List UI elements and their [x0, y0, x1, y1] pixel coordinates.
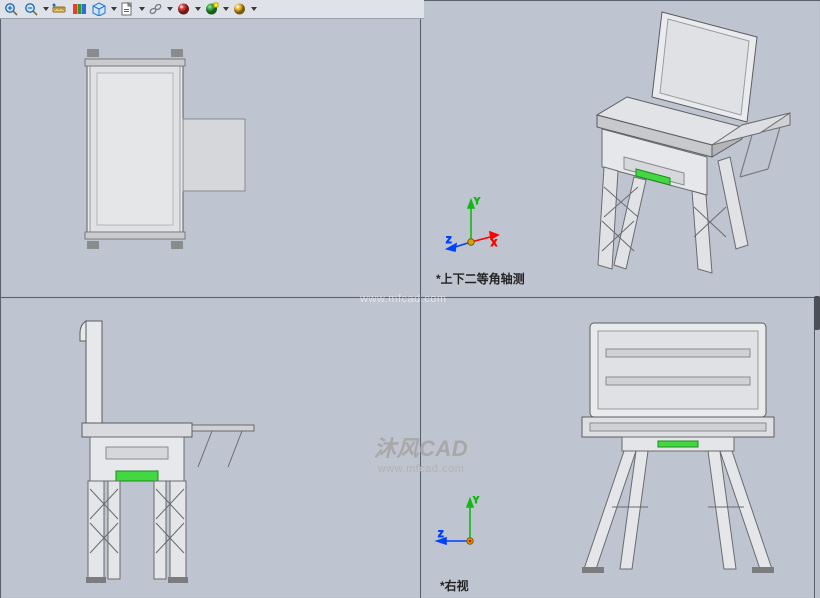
orientation-triad: Y X Z — [444, 194, 496, 248]
scene-sphere-icon[interactable] — [202, 1, 220, 17]
view-cube-icon[interactable] — [90, 1, 108, 17]
svg-text:X: X — [491, 238, 497, 248]
section-stack-icon[interactable] — [70, 1, 88, 17]
appearance-sphere-icon[interactable] — [174, 1, 192, 17]
viewport-front[interactable] — [0, 297, 421, 598]
viewport-label: *右视 — [440, 577, 469, 594]
viewport-label: *上下二等角轴测 — [436, 270, 525, 287]
dropdown-icon[interactable] — [42, 7, 50, 11]
svg-text:Y: Y — [473, 495, 479, 505]
model-top — [57, 49, 267, 259]
toolbar — [0, 0, 424, 19]
measure-icon[interactable] — [50, 1, 68, 17]
dropdown-icon[interactable] — [110, 7, 118, 11]
viewport-top[interactable] — [0, 17, 421, 298]
dropdown-icon[interactable] — [250, 7, 258, 11]
svg-text:Z: Z — [446, 235, 452, 245]
viewport-right[interactable]: Y Z *右视 — [420, 297, 815, 598]
dropdown-icon[interactable] — [222, 7, 230, 11]
scrollbar-thumb[interactable] — [814, 296, 820, 330]
model-right — [562, 319, 794, 577]
model-front — [62, 319, 262, 585]
link-icon[interactable] — [146, 1, 164, 17]
orientation-triad: Y Z — [436, 495, 488, 549]
dropdown-icon[interactable] — [194, 7, 202, 11]
zoom-in-icon[interactable] — [2, 1, 20, 17]
svg-text:Z: Z — [438, 529, 444, 539]
dropdown-icon[interactable] — [166, 7, 174, 11]
zoom-out-icon[interactable] — [22, 1, 40, 17]
dropdown-icon[interactable] — [138, 7, 146, 11]
viewport-isometric[interactable]: Y X Z *上下二等角轴测 — [420, 0, 820, 298]
page-icon[interactable] — [118, 1, 136, 17]
svg-text:Y: Y — [474, 196, 480, 206]
gold-sphere-icon[interactable] — [230, 1, 248, 17]
model-iso — [542, 7, 802, 277]
